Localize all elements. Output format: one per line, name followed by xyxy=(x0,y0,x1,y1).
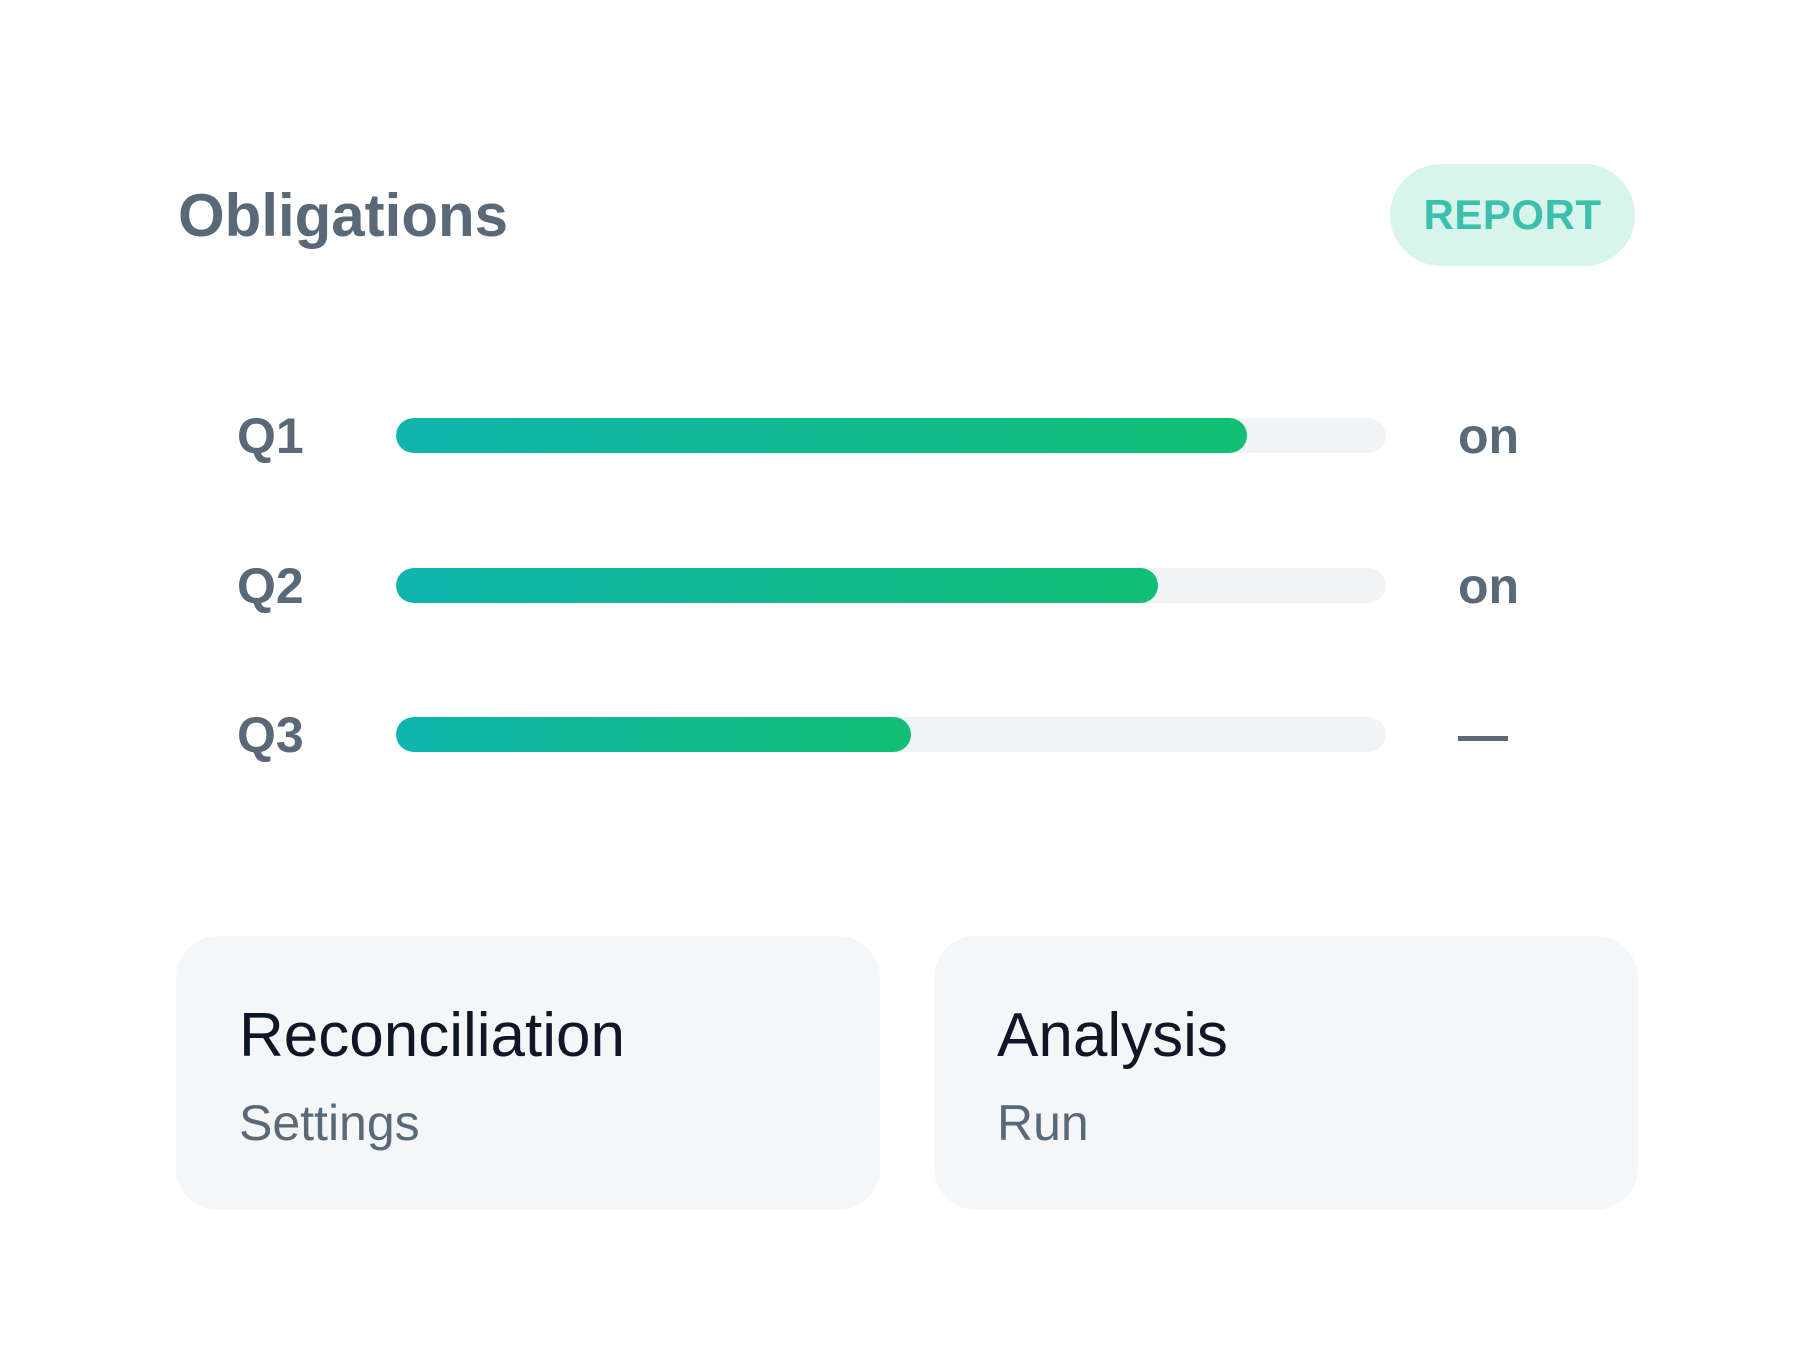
card-subtitle: Settings xyxy=(239,1095,420,1151)
progress-row-q1: Q1 on xyxy=(0,396,1798,476)
progress-status: on xyxy=(1458,558,1520,614)
card-subtitle: Run xyxy=(997,1095,1089,1151)
analysis-card[interactable]: Analysis Run xyxy=(934,936,1638,1210)
progress-row-q2: Q2 on xyxy=(0,546,1798,626)
progress-label: Q3 xyxy=(237,707,304,763)
progress-status: — xyxy=(1458,707,1508,763)
progress-fill xyxy=(396,418,1248,453)
card-title: Reconciliation xyxy=(239,1001,625,1070)
progress-fill xyxy=(396,568,1159,603)
card-title: Analysis xyxy=(997,1001,1228,1070)
page-title: Obligations xyxy=(178,182,508,249)
progress-track xyxy=(396,418,1386,453)
progress-fill xyxy=(396,717,911,752)
progress-label: Q1 xyxy=(237,408,304,464)
progress-track xyxy=(396,717,1386,752)
progress-track xyxy=(396,568,1386,603)
progress-label: Q2 xyxy=(237,558,304,614)
reconciliation-card[interactable]: Reconciliation Settings xyxy=(176,936,880,1210)
progress-row-q3: Q3 — xyxy=(0,695,1798,775)
report-button[interactable]: REPORT xyxy=(1390,164,1635,266)
progress-status: on xyxy=(1458,408,1520,464)
